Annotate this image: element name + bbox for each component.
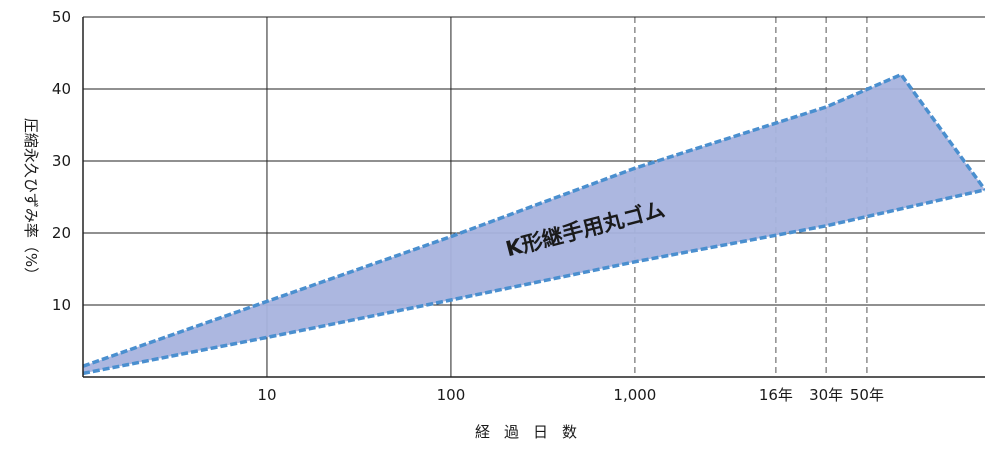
y-tick-label-10: 10 [52,296,71,314]
y-axis-label: 圧縮永久ひずみ率（%） [22,118,40,282]
x-axis-label: 経過日数 [475,423,591,441]
x-tick-label-3: 16年 [759,386,793,404]
x-tick-label-2: 1,000 [613,386,656,404]
x-tick-label-5: 50年 [850,386,884,404]
tick-labels: 10 20 30 40 50 10 100 1,000 16年 30年 50年 [52,8,884,404]
plot-frame [82,16,985,378]
y-tick-label-20: 20 [52,224,71,242]
x-tick-label-4: 30年 [809,386,843,404]
x-tick-label-0: 10 [257,386,276,404]
y-tick-label-30: 30 [52,152,71,170]
x-tick-label-1: 100 [437,386,466,404]
y-tick-label-40: 40 [52,80,71,98]
band-fill [83,74,985,374]
band-lower-edge [82,188,985,376]
grid [83,17,985,377]
y-tick-label-50: 50 [52,8,71,26]
band-layer [82,72,985,376]
band-upper-edge [82,72,985,368]
